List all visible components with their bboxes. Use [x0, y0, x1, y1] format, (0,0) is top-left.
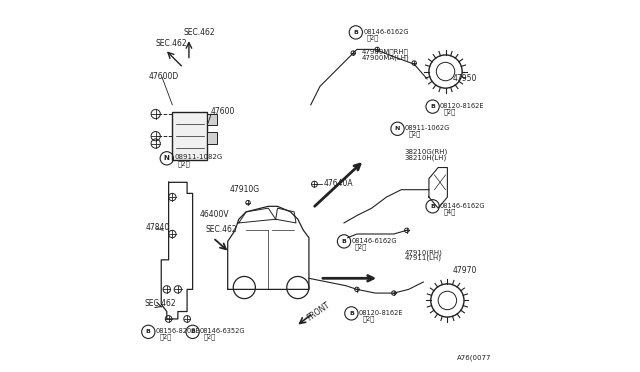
Text: 47911(LH): 47911(LH): [405, 255, 442, 262]
Text: B: B: [349, 311, 354, 316]
Text: B: B: [146, 329, 151, 334]
Text: （2）: （2）: [355, 243, 367, 250]
FancyBboxPatch shape: [207, 132, 216, 144]
Text: 08156-8202E: 08156-8202E: [156, 328, 200, 334]
Text: B: B: [430, 204, 435, 209]
Text: 47900MA(LH): 47900MA(LH): [362, 54, 409, 61]
FancyBboxPatch shape: [207, 114, 216, 125]
Text: （2）: （2）: [408, 130, 421, 137]
Text: （2）: （2）: [204, 333, 216, 340]
Text: SEC.462: SEC.462: [184, 28, 215, 36]
Text: （4）: （4）: [444, 208, 456, 215]
Text: N: N: [164, 155, 170, 161]
Text: 08120-8162E: 08120-8162E: [440, 103, 484, 109]
Text: 47910(RH): 47910(RH): [405, 249, 443, 256]
Text: SEC.462: SEC.462: [205, 225, 237, 234]
Text: FRONT: FRONT: [305, 301, 332, 323]
Text: 47840: 47840: [146, 223, 170, 232]
Text: 08146-6162G: 08146-6162G: [440, 203, 486, 209]
Text: 08911-1062G: 08911-1062G: [405, 125, 450, 131]
Text: （2）: （2）: [444, 108, 456, 115]
Text: 38210H(LH): 38210H(LH): [405, 154, 447, 161]
Text: 47900M（RH）: 47900M（RH）: [362, 49, 408, 55]
Text: A76(0077: A76(0077: [456, 355, 491, 361]
FancyBboxPatch shape: [172, 112, 207, 160]
Text: 47600D: 47600D: [148, 72, 179, 81]
Text: SEC.462: SEC.462: [145, 299, 176, 308]
Text: SEC.462: SEC.462: [156, 39, 188, 48]
Text: （2）: （2）: [362, 315, 374, 322]
Text: B: B: [353, 30, 358, 35]
Text: 46400V: 46400V: [200, 211, 230, 219]
Text: B: B: [342, 239, 346, 244]
Text: N: N: [395, 126, 400, 131]
Text: 08146-6162G: 08146-6162G: [351, 238, 397, 244]
Text: 08146-6352G: 08146-6352G: [200, 328, 246, 334]
Text: 08146-6162G: 08146-6162G: [363, 29, 409, 35]
Text: 08120-8162E: 08120-8162E: [359, 310, 403, 316]
Text: （2）: （2）: [367, 34, 379, 41]
Text: B: B: [190, 329, 195, 334]
Text: B: B: [430, 104, 435, 109]
Text: 47950: 47950: [453, 74, 477, 83]
Text: （2）: （2）: [159, 333, 172, 340]
Text: 47640A: 47640A: [324, 179, 353, 188]
Text: 38210G(RH): 38210G(RH): [405, 148, 448, 155]
Text: 47600: 47600: [211, 107, 236, 116]
Text: 47970: 47970: [453, 266, 477, 275]
Text: （2）: （2）: [178, 161, 191, 167]
Text: 08911-1082G: 08911-1082G: [174, 154, 223, 160]
Text: 47910G: 47910G: [230, 185, 260, 193]
